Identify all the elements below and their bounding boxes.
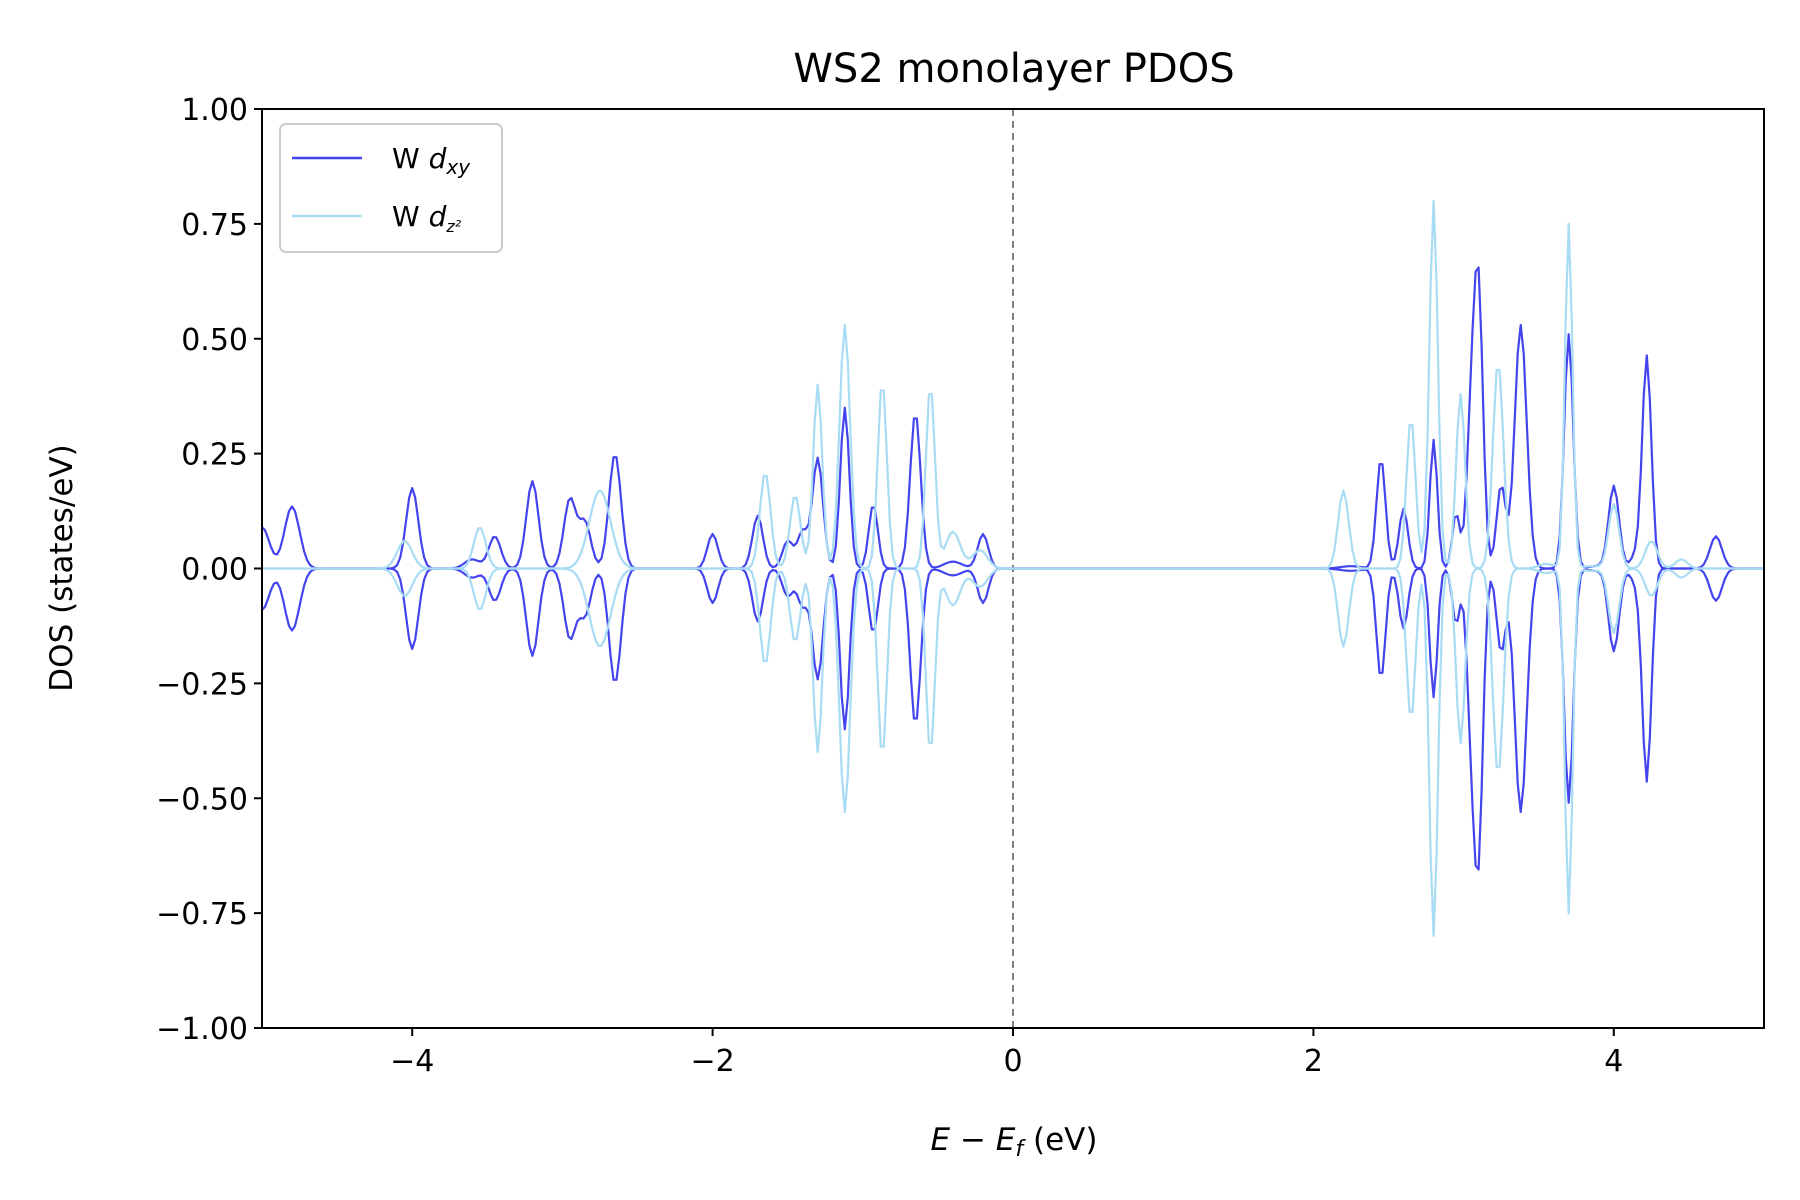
y-tick-label: −0.75 — [156, 897, 248, 932]
legend-label-w-dz2: W dz² — [392, 200, 462, 236]
x-axis-ticks: −4 −2 0 2 4 — [390, 1028, 1623, 1079]
x-tick-label: 4 — [1604, 1044, 1623, 1079]
y-tick-label: 0.25 — [181, 438, 248, 473]
x-axis-label-main: E − E — [931, 1122, 1016, 1158]
y-tick-label: −0.50 — [156, 782, 248, 817]
x-axis-label-unit: (eV) — [1023, 1122, 1097, 1158]
legend: W dxy W dz² — [279, 123, 503, 253]
y-tick-label: 0.50 — [181, 323, 248, 358]
legend-box — [279, 123, 503, 253]
y-axis-ticks: 1.00 0.75 0.50 0.25 0.00 −0.25 −0.50 −0.75 −1.00 — [156, 93, 262, 1047]
y-tick-label: 0.75 — [181, 208, 248, 243]
x-tick-label: −2 — [690, 1044, 734, 1079]
chart-title: WS2 monolayer PDOS — [793, 46, 1234, 92]
y-tick-label: −1.00 — [156, 1012, 248, 1047]
y-tick-label: −0.25 — [156, 667, 248, 702]
x-tick-label: 0 — [1003, 1044, 1022, 1079]
x-axis-label-subscript: f — [1015, 1137, 1026, 1162]
series-1-spin-down-line — [262, 567, 1764, 938]
x-axis-label: E − Ef (eV) — [931, 1122, 1098, 1162]
y-tick-label: 1.00 — [181, 93, 248, 128]
series-layer — [261, 199, 1764, 938]
x-tick-label: 2 — [1304, 1044, 1323, 1079]
y-tick-label: 0.00 — [181, 553, 248, 588]
legend-label-w-dxy: W dxy — [392, 142, 471, 179]
y-axis-label: DOS (states/eV) — [44, 444, 80, 691]
x-tick-label: −4 — [390, 1044, 434, 1079]
